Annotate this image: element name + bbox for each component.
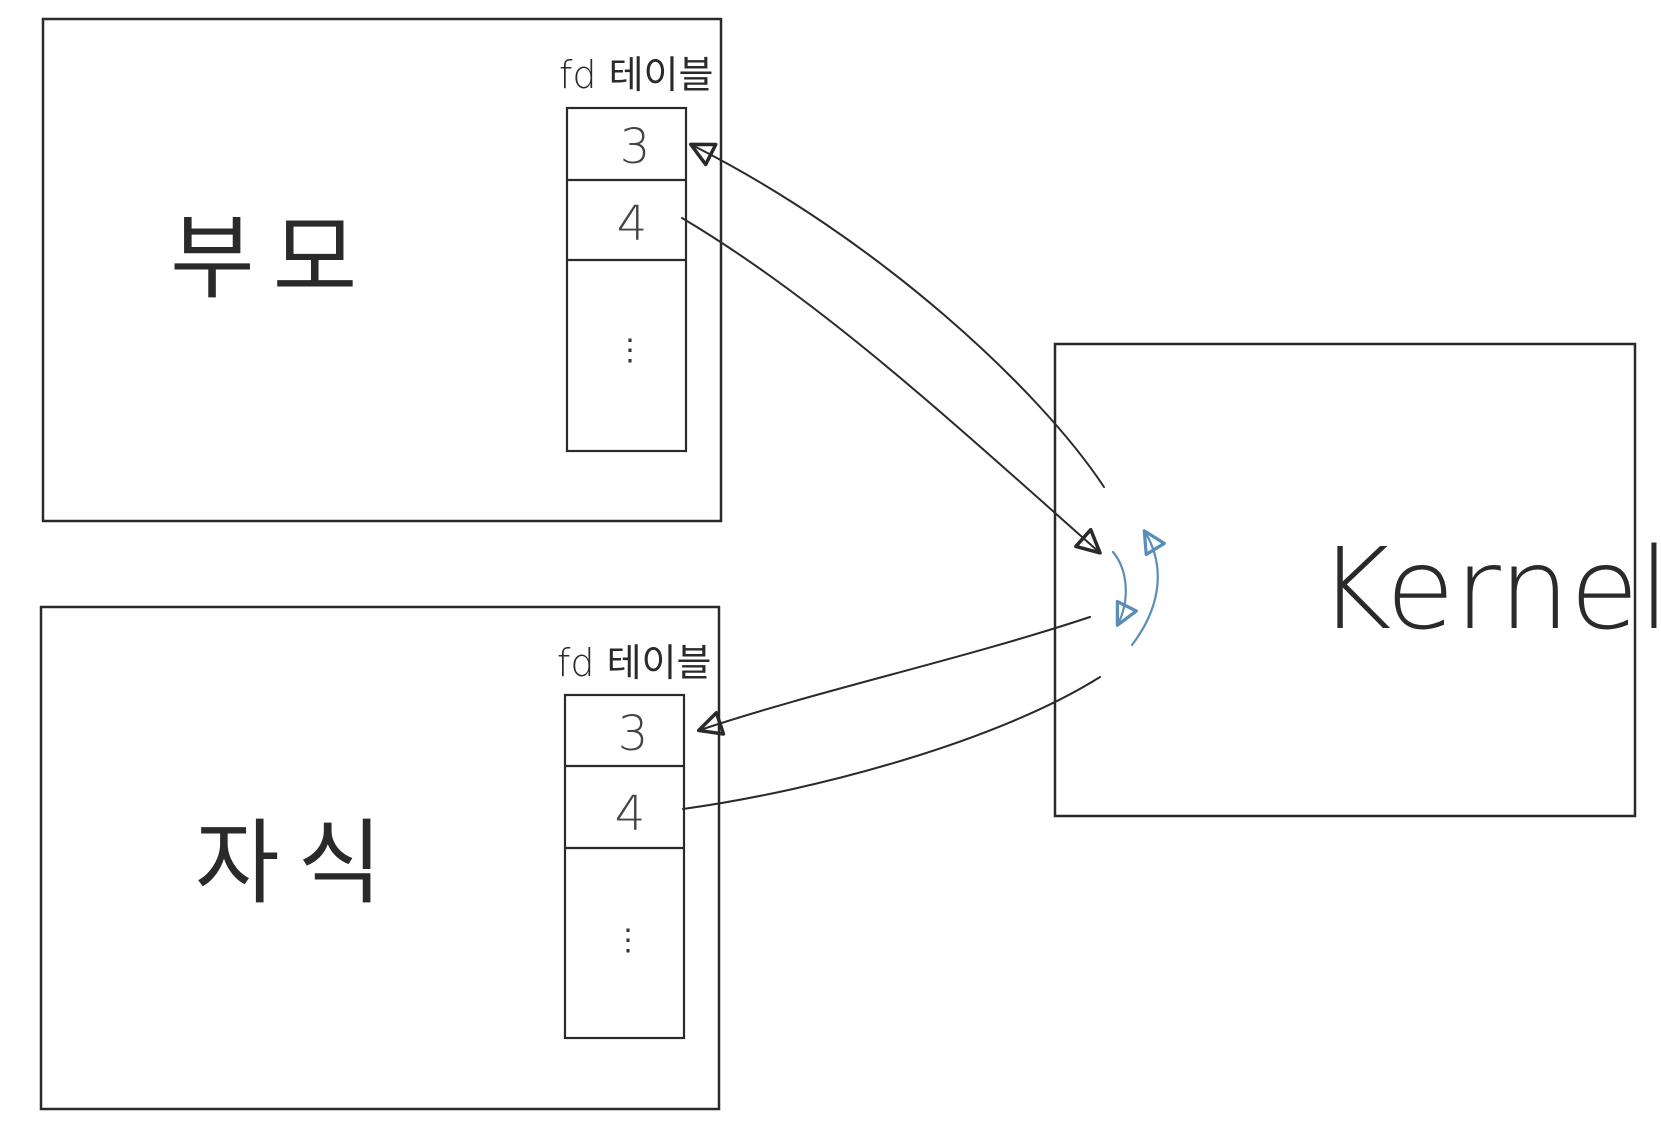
child-label: 자식 <box>195 810 400 917</box>
child-fd-4: 4 <box>615 786 646 842</box>
parent-label: 부모 <box>170 205 375 312</box>
pipe-flow-down-arrow <box>1111 550 1138 627</box>
parent-fd-table: 3 4 ⋮ <box>565 106 688 453</box>
parent-fd3-read-arrow <box>689 142 1105 488</box>
child-fd3-read-arrow <box>696 616 1091 736</box>
child-process: 자식 fd 테이블 3 4 ⋮ <box>39 605 721 1111</box>
parent-process: 부모 fd 테이블 3 4 ⋮ <box>41 17 723 523</box>
pipe-flow-up-arrow <box>1130 529 1166 647</box>
parent-fd-4: 4 <box>617 196 648 252</box>
parent-process-box <box>41 17 723 523</box>
child-fd-table-frame <box>563 693 686 1040</box>
kernel-label: Kernel <box>1318 525 1661 655</box>
kernel: Kernel <box>1053 342 1661 818</box>
child-fd4-write-line <box>682 676 1101 810</box>
child-fd-table-title: fd 테이블 <box>557 641 711 685</box>
parent-fd-3: 3 <box>620 119 651 175</box>
parent-fd-table-frame <box>565 106 688 453</box>
child-fd-3: 3 <box>618 706 649 762</box>
child-process-box <box>39 605 721 1111</box>
parent-fd4-write-arrow <box>681 217 1102 555</box>
parent-fd-table-title: fd 테이블 <box>559 53 713 97</box>
parent-fd-more: ⋮ <box>615 333 645 368</box>
child-fd-more: ⋮ <box>613 923 643 958</box>
child-fd-table: 3 4 ⋮ <box>563 693 686 1040</box>
kernel-box <box>1053 342 1637 818</box>
